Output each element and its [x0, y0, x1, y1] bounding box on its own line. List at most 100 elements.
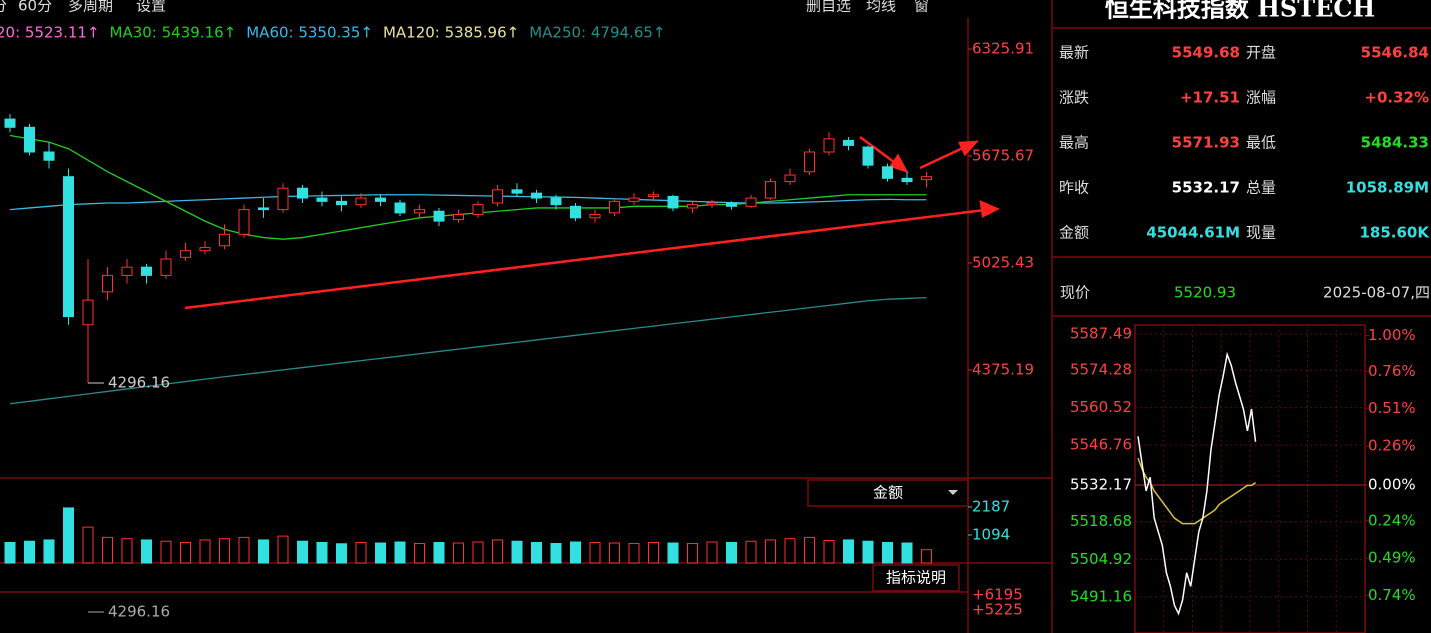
- volume-bar: [765, 539, 776, 564]
- y2-tick-label: 0.76%: [1368, 362, 1416, 380]
- y-tick-label: 5546.76: [1070, 436, 1132, 454]
- candle-body: [180, 250, 191, 258]
- toolbar-button[interactable]: 删自选: [806, 0, 851, 15]
- volume-bar: [82, 526, 94, 564]
- candle-body: [453, 214, 464, 220]
- candle-body: [336, 200, 347, 206]
- volume-bar: [102, 536, 113, 564]
- candle-body: [511, 189, 523, 194]
- date: 2025-08-07,四: [1323, 284, 1430, 302]
- candle-body: [882, 166, 893, 179]
- volume-bar: [570, 541, 581, 564]
- toolbar-tab[interactable]: 多周期: [68, 0, 113, 15]
- volume-bar: [453, 542, 464, 564]
- volume-bar: [492, 539, 503, 564]
- volume-bar: [355, 542, 367, 564]
- quote-value: 5484.33: [1361, 134, 1429, 152]
- y-tick-label: 5504.92: [1070, 550, 1132, 568]
- candle-body: [648, 194, 659, 197]
- candle-body: [121, 266, 133, 276]
- volume-bar: [63, 507, 74, 564]
- toolbar-button[interactable]: 均线: [866, 0, 896, 15]
- volume-bar: [550, 543, 562, 564]
- y2-tick-label: 0.51%: [1368, 399, 1416, 417]
- candle-body: [82, 299, 94, 326]
- ma-legend: MA30: 5439.16↑: [110, 24, 237, 42]
- indicator-button[interactable]: 指标说明: [886, 569, 946, 587]
- volume-bar: [336, 543, 347, 564]
- volume-bar: [394, 541, 406, 564]
- candle-body: [316, 197, 328, 202]
- candle-body: [24, 126, 35, 153]
- quote-value: 5546.84: [1361, 44, 1429, 62]
- y2-tick-label: 0.74%: [1368, 586, 1416, 604]
- quote-label: 昨收: [1059, 179, 1089, 197]
- candle-body: [531, 192, 542, 199]
- volume-bar: [24, 540, 35, 564]
- volume-bar: [472, 541, 484, 564]
- candle-body: [355, 197, 367, 206]
- ma-legend: 20: 5523.11↑: [0, 24, 100, 42]
- volume-bar: [823, 539, 835, 564]
- quote-value: 185.60K: [1359, 224, 1430, 242]
- volume-bar: [882, 542, 893, 564]
- candle-body: [745, 197, 757, 207]
- candle-body: [414, 209, 425, 214]
- volume-bar: [199, 539, 211, 564]
- current-value: 5520.93: [1174, 284, 1236, 302]
- candle-body: [687, 204, 698, 209]
- volume-bar: [687, 543, 698, 564]
- avg-line: [1137, 457, 1256, 525]
- candle-body: [43, 151, 55, 161]
- candle-body: [277, 187, 289, 211]
- quote-value: 45044.61M: [1146, 224, 1240, 242]
- y2-tick-label: 1.00%: [1368, 326, 1416, 344]
- candle-body: [4, 118, 16, 128]
- low-annotation: 4296.16: [108, 374, 170, 392]
- candle-body: [570, 205, 581, 219]
- ma-legend: MA250: 4794.65↑: [529, 24, 665, 42]
- volume-bar: [589, 542, 601, 564]
- volume-selector[interactable]: 金额: [873, 484, 903, 502]
- volume-bar: [511, 540, 523, 564]
- ma-legend: MA60: 5350.35↑: [246, 24, 373, 42]
- candle-body: [472, 204, 484, 216]
- y2-tick-label: 0.00%: [1368, 475, 1416, 493]
- candle-body: [394, 202, 406, 214]
- quote-value: 5549.68: [1172, 44, 1240, 62]
- volume-bar: [297, 540, 308, 564]
- candle-body: [784, 174, 796, 183]
- candle-body: [589, 214, 601, 219]
- volume-bar: [667, 542, 679, 564]
- dropdown-icon[interactable]: [948, 490, 958, 495]
- candle-body: [199, 246, 211, 252]
- volume-bar: [706, 541, 718, 564]
- y-tick-label: 5675.67: [972, 146, 1034, 164]
- ma-line: [9, 296, 927, 405]
- volume-bar: [414, 543, 425, 564]
- toolbar-button[interactable]: 窗: [914, 0, 929, 15]
- volume-bar: [4, 542, 16, 564]
- volume-bar: [160, 540, 172, 564]
- ma-line: [9, 134, 927, 240]
- volume-bar: [433, 542, 445, 564]
- quote-label: 涨跌: [1059, 89, 1089, 107]
- intraday-grid: [1163, 325, 1337, 633]
- volume-bar: [531, 542, 542, 564]
- y-tick-label: 5574.28: [1070, 361, 1132, 379]
- candle-body: [238, 209, 250, 235]
- toolbar-tab[interactable]: 分: [0, 0, 7, 15]
- candle-body: [433, 210, 445, 222]
- candle-body: [63, 176, 74, 318]
- candle-body: [609, 200, 620, 214]
- candle-body: [765, 181, 776, 199]
- candle-body: [102, 274, 113, 293]
- quote-label: 现量: [1246, 224, 1276, 242]
- ma-legend: MA120: 5385.96↑: [383, 24, 519, 42]
- quote-label: 开盘: [1246, 44, 1276, 62]
- candle-body: [375, 197, 386, 202]
- toolbar-tab[interactable]: 60分: [18, 0, 52, 15]
- toolbar-tab[interactable]: 设置: [136, 0, 166, 15]
